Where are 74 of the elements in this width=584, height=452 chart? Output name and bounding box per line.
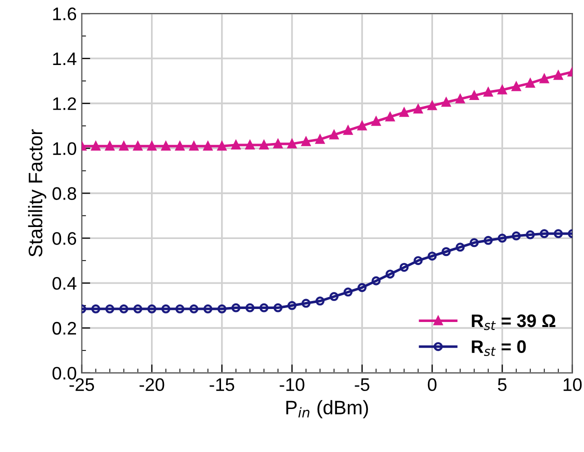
point bbox=[540, 74, 549, 84]
x-tick-label: -5 bbox=[354, 378, 370, 392]
point bbox=[161, 304, 170, 314]
point bbox=[456, 242, 465, 252]
point bbox=[259, 303, 268, 312]
point bbox=[259, 140, 268, 150]
point bbox=[428, 252, 437, 261]
x-tick-label: -10 bbox=[280, 378, 304, 392]
point bbox=[287, 139, 297, 148]
point bbox=[203, 304, 212, 314]
point bbox=[189, 304, 198, 314]
point bbox=[358, 283, 367, 292]
point bbox=[484, 236, 493, 245]
point bbox=[554, 229, 563, 238]
point bbox=[133, 304, 142, 314]
point bbox=[175, 304, 184, 314]
y-tick-label: 1.6 bbox=[53, 7, 76, 20]
point bbox=[526, 78, 535, 88]
point bbox=[287, 301, 297, 310]
point bbox=[147, 304, 156, 314]
y-tick-label: 1.4 bbox=[53, 52, 76, 66]
y-tick-label: 0.0 bbox=[52, 366, 76, 380]
point bbox=[231, 303, 240, 312]
point bbox=[442, 247, 451, 256]
point bbox=[414, 256, 423, 266]
point bbox=[372, 116, 381, 126]
point bbox=[330, 292, 339, 302]
point bbox=[330, 130, 339, 140]
point bbox=[273, 139, 282, 148]
point bbox=[316, 134, 325, 144]
x-tick-label: 5 bbox=[498, 378, 507, 392]
point bbox=[273, 303, 282, 312]
point bbox=[119, 304, 128, 314]
point bbox=[512, 231, 521, 240]
y-tick-label: 0.6 bbox=[52, 232, 76, 245]
y-tick-label: 0.8 bbox=[52, 187, 76, 200]
point bbox=[245, 140, 254, 150]
x-tick-label: 0 bbox=[428, 378, 436, 392]
legend-label: R$_{st}$ = 39 Ω bbox=[472, 314, 556, 330]
point bbox=[540, 229, 549, 238]
point bbox=[456, 94, 465, 104]
point bbox=[105, 304, 114, 314]
point bbox=[245, 303, 254, 312]
point bbox=[498, 234, 507, 243]
point bbox=[400, 108, 409, 117]
point bbox=[442, 98, 451, 107]
y-tick-label: 0.2 bbox=[52, 322, 76, 335]
x-tick-label: -20 bbox=[140, 378, 164, 392]
point bbox=[316, 296, 325, 306]
x-axis-title: P$_{in}$ (dBm) bbox=[286, 400, 368, 418]
point bbox=[386, 270, 395, 279]
point bbox=[91, 304, 100, 314]
x-tick-label: -25 bbox=[70, 378, 94, 392]
y-tick-label: 0.4 bbox=[52, 277, 76, 290]
point bbox=[400, 262, 409, 272]
y-tick-label: 1.0 bbox=[53, 142, 76, 156]
y-axis-title: Stability Factor bbox=[28, 129, 46, 257]
point bbox=[414, 104, 423, 114]
point bbox=[358, 121, 367, 130]
point bbox=[470, 238, 479, 248]
point bbox=[217, 304, 226, 314]
y-tick-label: 1.2 bbox=[53, 97, 76, 110]
x-tick-label: 10 bbox=[564, 378, 582, 392]
point bbox=[386, 112, 395, 122]
point bbox=[498, 85, 507, 94]
legend-label: R$_{st}$ = 0 bbox=[472, 340, 526, 356]
point bbox=[231, 140, 240, 150]
point bbox=[344, 126, 353, 135]
point bbox=[526, 230, 535, 240]
x-tick-label: -15 bbox=[210, 378, 234, 392]
point bbox=[344, 288, 353, 297]
point bbox=[302, 298, 311, 308]
point bbox=[554, 70, 563, 80]
point bbox=[372, 276, 381, 286]
